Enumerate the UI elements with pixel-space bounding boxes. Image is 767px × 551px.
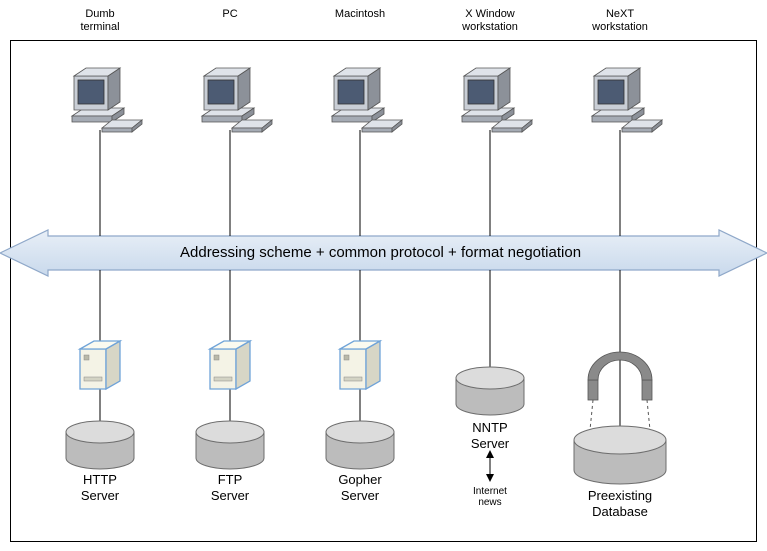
client-label-2: Macintosh xyxy=(315,8,405,21)
client-label-3: X Windowworkstation xyxy=(445,8,535,34)
preexisting-db-label: PreexistingDatabase xyxy=(565,488,675,519)
server-label-0: HTTPServer xyxy=(60,472,140,503)
client-label-1: PC xyxy=(185,8,275,21)
diagram-svg xyxy=(0,0,767,551)
server-label-2: GopherServer xyxy=(320,472,400,503)
protocol-arrow-label: Addressing scheme + common protocol + fo… xyxy=(180,244,581,261)
internet-news-label: Internetnews xyxy=(460,486,520,508)
client-label-4: NeXTworkstation xyxy=(575,8,665,34)
server-label-1: FTPServer xyxy=(190,472,270,503)
diagram-canvas: Addressing scheme + common protocol + fo… xyxy=(0,0,767,551)
client-label-0: Dumbterminal xyxy=(55,8,145,34)
nntp-label: NNTPServer xyxy=(450,420,530,451)
